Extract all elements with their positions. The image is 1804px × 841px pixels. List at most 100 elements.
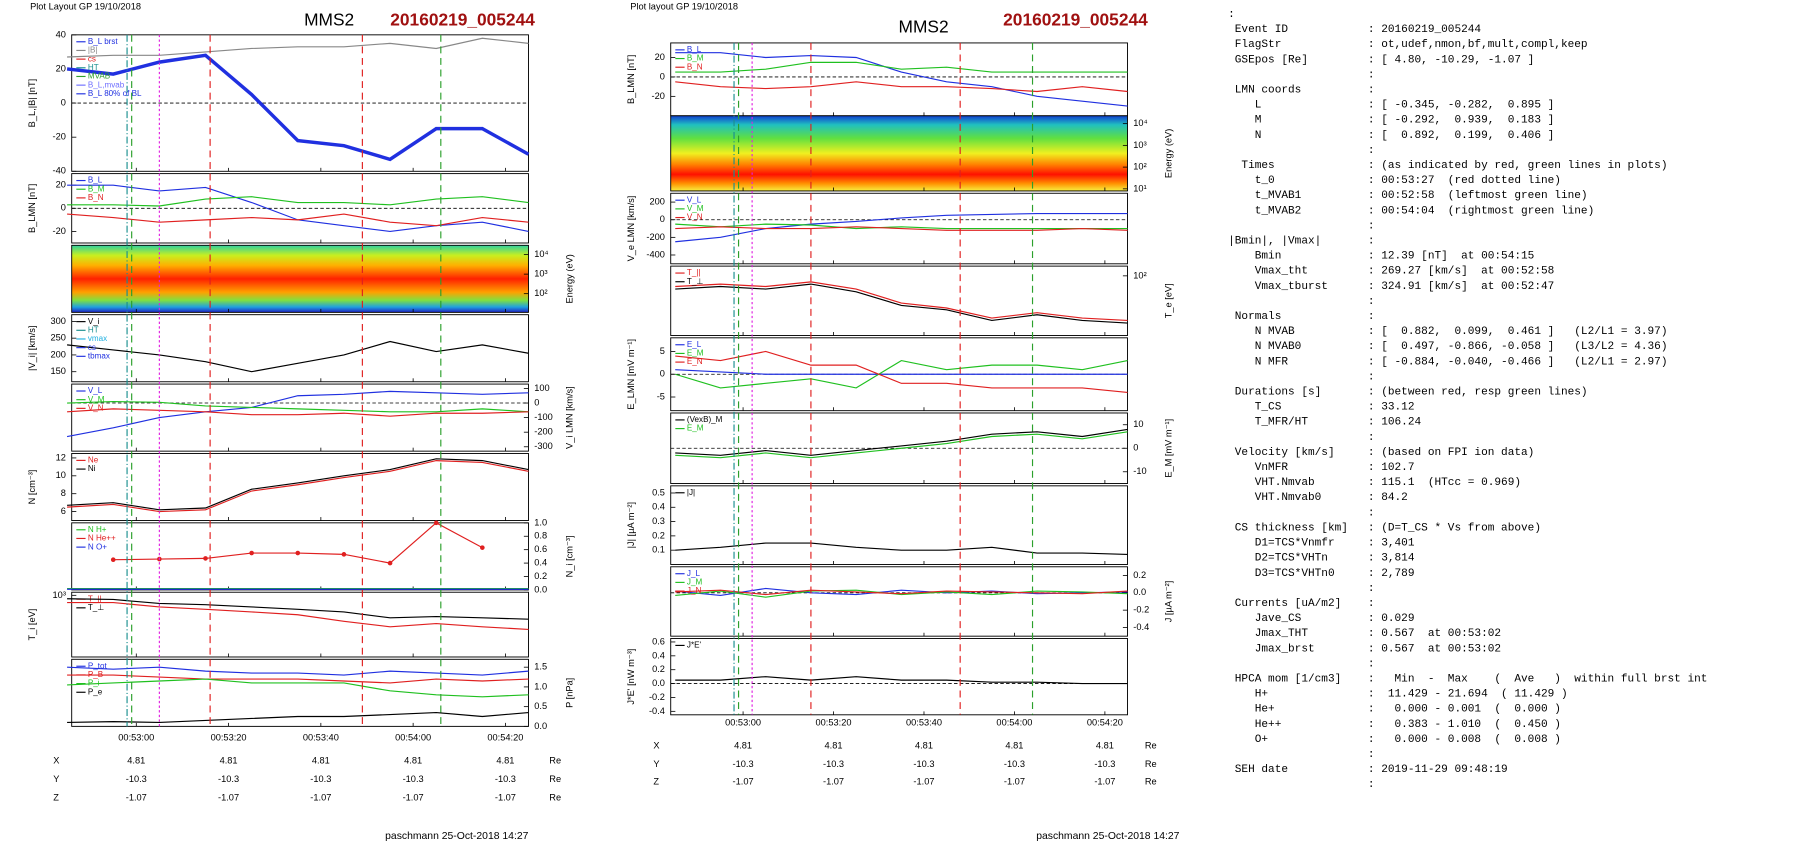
info-line: Velocity [km/s] : (based on FPI ion data… <box>1228 447 1534 459</box>
info-line: FlagStr : ot,udef,nmon,bf,mult,compl,kee… <box>1228 39 1588 51</box>
y-tick-label: -20 <box>53 226 66 236</box>
data-point <box>249 550 254 556</box>
series-line <box>67 674 529 684</box>
legend-label: B_M <box>88 184 105 193</box>
panel: 0.2 0.0 -0.2 -0.4 J [µA m⁻²] J_LJ_MJ_N <box>670 566 1174 637</box>
plot-note: Plot Layout GP 19/10/2018 <box>30 2 141 12</box>
info-line: : <box>1228 69 1374 81</box>
series-line <box>67 340 529 373</box>
footer: paschmann 25-Oct-2018 14:27 <box>385 831 528 841</box>
y-tick-label: 0.0 <box>1133 587 1146 597</box>
info-line: Jave_CS : 0.029 <box>1228 613 1414 625</box>
position-value: -10.3 <box>733 759 754 769</box>
y-axis-label: P [nPa] <box>565 678 575 708</box>
info-line: : <box>1228 9 1235 21</box>
y-axis-label: N [cm⁻³] <box>27 470 37 505</box>
legend-label: V_i <box>88 317 100 326</box>
legend-label: P_tot <box>88 661 108 670</box>
series-line <box>67 37 529 58</box>
info-line: O+ : 0.000 - 0.008 ( 0.008 ) <box>1228 734 1561 746</box>
position-value: -10.3 <box>913 759 934 769</box>
panel-frame <box>71 34 529 172</box>
x-tick-label: 00:53:00 <box>725 717 761 727</box>
series-line <box>67 213 529 227</box>
legend-label: J_M <box>687 578 703 587</box>
y-axis-label: B_LMN [nT] <box>27 184 37 233</box>
y-axis-label: E_M [mV m⁻¹] <box>1164 419 1174 478</box>
y-tick-label: -200 <box>534 427 553 437</box>
y-tick-label: 0.6 <box>652 636 665 646</box>
position-value: -10.3 <box>218 774 239 784</box>
y-axis-label: V_e LMN [km/s] <box>626 196 636 262</box>
position-value: 4.81 <box>312 756 330 766</box>
y-tick-label: 0.4 <box>652 650 665 660</box>
y-tick-label: -200 <box>646 232 665 242</box>
panel-frame <box>670 566 1128 637</box>
panel-frame <box>71 522 529 591</box>
x-tick-label: 00:53:40 <box>303 732 339 742</box>
info-line: Normals : <box>1228 311 1374 323</box>
legend-label: V_M <box>88 395 105 404</box>
series-line <box>675 369 1128 375</box>
series-line <box>67 711 529 724</box>
series-line <box>675 589 1128 596</box>
x-tick-label: 00:54:20 <box>487 732 523 742</box>
y-tick-label: 1.0 <box>534 517 547 527</box>
series-line <box>675 431 1128 459</box>
y-axis-label: E_LMN [mV m⁻¹] <box>626 339 636 410</box>
legend-label: T_⊥ <box>687 277 703 286</box>
series-line <box>675 350 1128 394</box>
position-unit: Re <box>1145 740 1157 750</box>
y-tick-label: 200 <box>649 197 664 207</box>
position-label: Y <box>653 759 659 769</box>
info-line: |Bmin|, |Vmax| : <box>1228 236 1374 248</box>
y-axis-label: B_LMN [nT] <box>626 55 636 104</box>
y-tick-label: 20 <box>56 63 66 73</box>
y-tick-label: 0.2 <box>652 664 665 674</box>
y-tick-label: 10² <box>534 288 547 298</box>
y-tick-label: -100 <box>534 412 553 422</box>
position-value: -1.07 <box>403 793 424 803</box>
position-value: -1.07 <box>733 776 754 786</box>
x-tick-label: 00:53:20 <box>816 717 852 727</box>
panel-frame <box>670 115 1128 192</box>
info-line: Vmax_tburst : 324.91 [km/s] at 00:52:47 <box>1228 281 1554 293</box>
y-axis-label: B_L,|B| [nT] <box>27 79 37 128</box>
plot-title: MMS2 <box>899 16 949 36</box>
panel: 5 0 -5 E_LMN [mV m⁻¹] E_LE_ME_N <box>626 337 1128 412</box>
legend-label: V_L <box>88 386 103 395</box>
legend-label: N H+ <box>88 525 107 534</box>
series-line <box>675 61 1128 73</box>
y-tick-label: 100 <box>534 383 549 393</box>
position-value: -1.07 <box>1004 776 1025 786</box>
y-tick-label: 0.5 <box>534 701 547 711</box>
info-line: : <box>1228 779 1374 791</box>
legend-label: E_M <box>687 424 704 433</box>
legend-label: cs <box>88 343 96 352</box>
panel: 10 0 -10 E_M [mV m⁻¹] (VexB)_ME_M <box>670 412 1174 484</box>
series-line <box>675 212 1128 243</box>
position-value: -1.07 <box>126 793 147 803</box>
y-tick-label: 10² <box>1133 270 1146 280</box>
series-line <box>67 598 529 620</box>
position-value: -10.3 <box>126 774 147 784</box>
y-tick-label: -0.4 <box>1133 622 1149 632</box>
info-line: VHT.Nmvab0 : 84.2 <box>1228 492 1408 504</box>
y-axis-label: J [µA m⁻²] <box>1164 581 1174 623</box>
legend-label: B_N <box>88 193 104 202</box>
info-line: D3=TCS*VHTn0 : 2,789 <box>1228 568 1414 580</box>
y-tick-label: 0.1 <box>652 545 665 555</box>
info-line: M : [ -0.292, 0.939, 0.183 ] <box>1228 115 1554 127</box>
event-id: 20160219_005244 <box>390 10 535 30</box>
position-value: -10.3 <box>495 774 516 784</box>
event-id: 20160219_005244 <box>1003 10 1148 30</box>
info-line: : <box>1228 749 1374 761</box>
x-tick-label: 00:54:00 <box>395 732 431 742</box>
legend-label: cs <box>88 54 96 63</box>
y-tick-label: 0 <box>534 397 539 407</box>
panel: 20 0 -20 B_LMN [nT] B_LB_MB_N <box>626 42 1128 117</box>
position-label: Z <box>653 776 659 786</box>
legend-label: T_|| <box>687 268 701 277</box>
panel: 10⁴ 10³ 10² 10¹ Energy (eV) <box>670 115 1174 193</box>
